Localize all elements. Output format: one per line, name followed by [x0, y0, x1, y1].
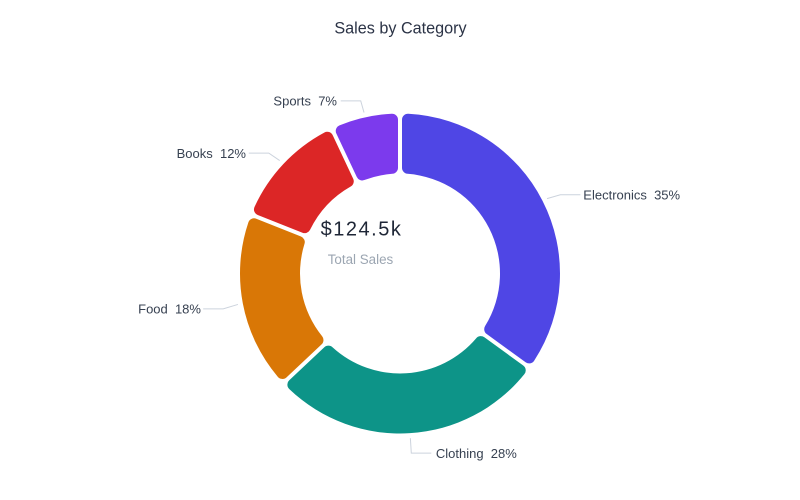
svg-text:$124.5k: $124.5k	[321, 218, 403, 240]
svg-text:Total Sales: Total Sales	[328, 252, 394, 267]
svg-text:Sales by Category: Sales by Category	[334, 20, 467, 38]
